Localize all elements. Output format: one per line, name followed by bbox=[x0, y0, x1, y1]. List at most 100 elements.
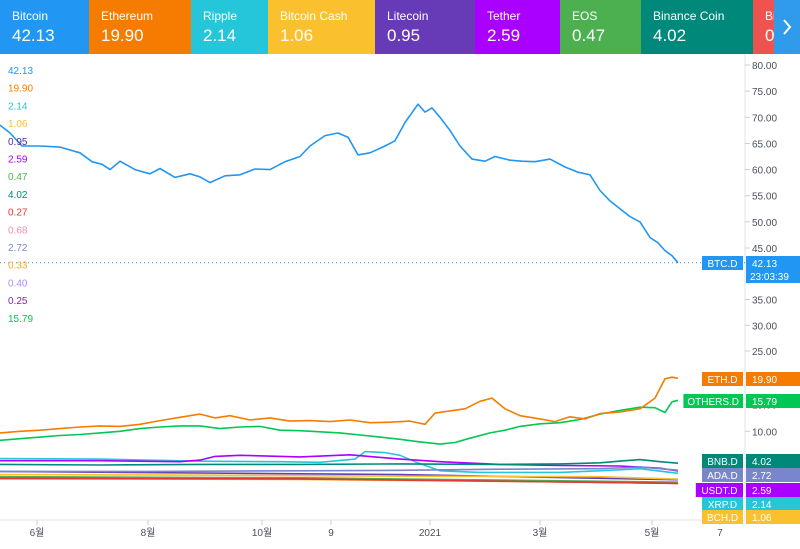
series-line-eth-d bbox=[0, 376, 679, 434]
x-tick-label: 10월 bbox=[252, 527, 272, 539]
tab-label: Ethereum bbox=[101, 9, 154, 23]
legend-value: 4.02 bbox=[8, 190, 28, 201]
y-tick-label: 25.00 bbox=[752, 347, 777, 358]
y-tick-label: 70.00 bbox=[752, 113, 777, 124]
series-value-label: 42.13 bbox=[752, 259, 777, 270]
series-name-box bbox=[702, 510, 743, 524]
series-name-box bbox=[702, 497, 743, 511]
series-name-label: XRP.D bbox=[708, 500, 737, 511]
series-value-box bbox=[746, 497, 800, 511]
series-value-box bbox=[746, 372, 800, 386]
series-value-box bbox=[746, 256, 800, 270]
x-tick-label: 2021 bbox=[419, 528, 442, 539]
x-tick-label: 3월 bbox=[533, 527, 548, 539]
y-tick-label: 75.00 bbox=[752, 87, 777, 98]
series-name-label: ADA.D bbox=[707, 471, 738, 482]
legend-value: 0.27 bbox=[8, 208, 28, 219]
series-value-label: 2.14 bbox=[752, 500, 772, 511]
tab-ethereum[interactable]: Ethereum 19.90 bbox=[89, 0, 191, 54]
series-line-xrp-d bbox=[0, 450, 679, 475]
tab-litecoin[interactable]: Litecoin 0.95 bbox=[375, 0, 475, 54]
y-tick-label: 55.00 bbox=[752, 192, 777, 203]
series-line-bch-d bbox=[0, 473, 679, 480]
series-value-label: 1.06 bbox=[752, 513, 772, 524]
series-line-others-d bbox=[0, 399, 679, 445]
series-name-box bbox=[702, 256, 743, 270]
legend-value: 19.90 bbox=[8, 84, 33, 95]
legend-value: 0.33 bbox=[8, 261, 28, 272]
legend-value: 1.06 bbox=[8, 119, 28, 130]
series-value-box bbox=[746, 394, 800, 408]
series-value-box bbox=[746, 468, 800, 482]
series-name-label: BTC.D bbox=[708, 259, 738, 270]
series-value-box bbox=[746, 483, 800, 497]
legend-value: 15.79 bbox=[8, 314, 33, 325]
series-value-label: 4.02 bbox=[752, 457, 772, 468]
series-line-ada-d bbox=[0, 466, 679, 473]
y-tick-label: 65.00 bbox=[752, 139, 777, 150]
series-name-label: BCH.D bbox=[707, 513, 738, 524]
legend-value: 42.13 bbox=[8, 66, 33, 77]
tab-value: 42.13 bbox=[12, 26, 55, 45]
tab-tether[interactable]: Tether 2.59 bbox=[475, 0, 560, 54]
series-name-box bbox=[695, 483, 743, 497]
y-tick-label: 10.00 bbox=[752, 427, 777, 438]
series-line-usdt-d bbox=[0, 454, 679, 472]
legend-value: 0.40 bbox=[8, 278, 28, 289]
tab-binance-coin[interactable]: Binance Coin 4.02 bbox=[641, 0, 753, 54]
legend-value: 0.47 bbox=[8, 172, 28, 183]
legend-value: 0.25 bbox=[8, 296, 28, 307]
next-button[interactable] bbox=[774, 0, 800, 54]
tab-eos[interactable]: EOS 0.47 bbox=[560, 0, 641, 54]
tab-label: Litecoin bbox=[387, 9, 429, 23]
y-tick-label: 50.00 bbox=[752, 218, 777, 229]
legend-value: 2.59 bbox=[8, 155, 28, 166]
y-tick-label: 60.00 bbox=[752, 166, 777, 177]
tab-label: Ripple bbox=[203, 9, 238, 23]
series-value-label: 2.72 bbox=[752, 471, 772, 482]
tab-label: Bitcoin Cash bbox=[280, 9, 348, 23]
legend-value: 0.68 bbox=[8, 225, 28, 236]
tab-bitcoin-cash[interactable]: Bitcoin Cash 1.06 bbox=[268, 0, 375, 54]
tab-value: 2.14 bbox=[203, 26, 237, 45]
y-tick-label: 45.00 bbox=[752, 244, 777, 255]
countdown-label: 23:03:39 bbox=[750, 272, 789, 283]
x-tick-label: 6월 bbox=[30, 527, 45, 539]
tab-value: 1.06 bbox=[280, 26, 314, 45]
series-value-box bbox=[746, 454, 800, 468]
series-value-label: 15.79 bbox=[752, 397, 777, 408]
legend-value: 0.95 bbox=[8, 137, 28, 148]
series-name-label: ETH.D bbox=[708, 375, 738, 386]
series-name-box bbox=[702, 372, 743, 386]
tab-label: Binance Coin bbox=[653, 9, 725, 23]
series-name-label: USDT.D bbox=[701, 486, 737, 497]
series-value-box bbox=[746, 510, 800, 524]
series-value-label: 2.59 bbox=[752, 486, 772, 497]
series-name-label: OTHERS.D bbox=[687, 397, 739, 408]
countdown-box bbox=[746, 270, 800, 283]
coin-tab-strip: Bitcoin 42.13 Ethereum 19.90 Ripple 2.14 Bitco… bbox=[0, 0, 800, 54]
tab-ripple[interactable]: Ripple 2.14 bbox=[191, 0, 268, 54]
series-value-label: 19.90 bbox=[752, 375, 777, 386]
chevron-right-icon bbox=[783, 19, 792, 35]
legend-value: 2.72 bbox=[8, 243, 28, 254]
series-name-box bbox=[702, 454, 743, 468]
x-tick-label: 8월 bbox=[141, 527, 156, 539]
tab-value: 0.47 bbox=[572, 26, 606, 45]
x-tick-label: 5월 bbox=[645, 527, 660, 539]
tab-label: EOS bbox=[572, 9, 598, 23]
tab-value: 19.90 bbox=[101, 26, 144, 45]
tab-label: Tether bbox=[487, 9, 521, 23]
tab-bitcoin[interactable]: Bitcoin 42.13 bbox=[0, 0, 89, 54]
y-tick-label: 30.00 bbox=[752, 321, 777, 332]
tab-value: 0.95 bbox=[387, 26, 421, 45]
dominance-chart: 80.00 75.00 70.00 65.00 60.00 55.00 50.00 45.00… bbox=[0, 54, 800, 539]
series-name-label: BNB.D bbox=[707, 457, 738, 468]
series-line-bnb-d bbox=[0, 458, 679, 466]
x-tick-label: 9 bbox=[328, 528, 334, 539]
x-tick-label: 7 bbox=[717, 528, 723, 539]
series-line-minor-10 bbox=[0, 475, 679, 483]
tab-value: 4.02 bbox=[653, 26, 687, 45]
y-tick-label: 35.00 bbox=[752, 296, 777, 307]
legend-value: 2.14 bbox=[8, 101, 28, 112]
